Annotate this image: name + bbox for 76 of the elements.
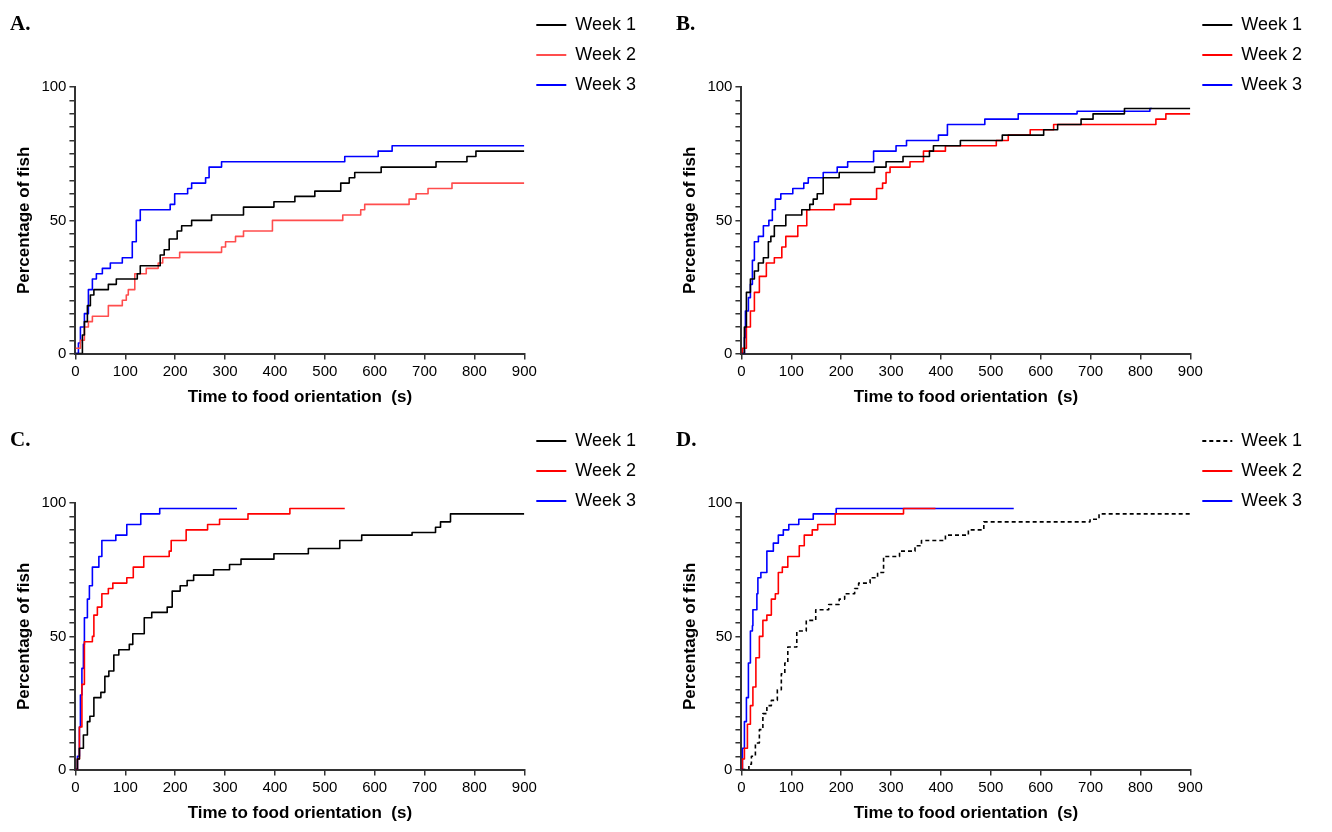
x-tick-label: 200 <box>828 777 854 795</box>
x-tick-label: 700 <box>1078 777 1104 795</box>
legend-label: Week 2 <box>575 43 637 64</box>
y-axis-title: Percentage of fish <box>679 146 699 295</box>
chart-title: D. <box>676 427 697 452</box>
x-tick-label: 300 <box>212 361 238 379</box>
y-axis-title: Percentage of fish <box>13 562 33 711</box>
y-axis-title: Percentage of fish <box>13 146 33 295</box>
x-tick-label: 200 <box>162 777 188 795</box>
x-tick-label: 0 <box>737 361 746 379</box>
y-tick-label: 0 <box>724 759 733 777</box>
y-tick-label: 0 <box>724 343 733 361</box>
x-tick-label: 600 <box>362 361 388 379</box>
y-tick-label: 100 <box>707 493 733 511</box>
legend-label: Week 1 <box>575 13 637 34</box>
x-tick-label: 300 <box>878 777 904 795</box>
y-tick-label: 100 <box>41 77 67 95</box>
x-tick-label: 100 <box>112 777 138 795</box>
legend-label: Week 3 <box>1241 489 1303 510</box>
y-tick-label: 0 <box>58 759 67 777</box>
x-axis-title: Time to food orientation (s) <box>187 387 413 407</box>
x-tick-label: 900 <box>1177 361 1203 379</box>
x-tick-label: 600 <box>362 777 388 795</box>
chart-title: C. <box>10 427 31 452</box>
y-tick-label: 50 <box>49 210 67 228</box>
x-axis-title: Time to food orientation (s) <box>187 803 413 823</box>
legend-label: Week 2 <box>1241 43 1303 64</box>
x-tick-label: 100 <box>778 361 804 379</box>
x-tick-label: 700 <box>412 777 438 795</box>
legend-label: Week 3 <box>575 73 637 94</box>
x-tick-label: 500 <box>312 361 338 379</box>
x-axis-title: Time to food orientation (s) <box>853 803 1079 823</box>
legend-label: Week 1 <box>1241 13 1303 34</box>
x-tick-label: 500 <box>312 777 338 795</box>
y-tick-label: 100 <box>41 493 67 511</box>
x-tick-label: 300 <box>212 777 238 795</box>
legend-label: Week 2 <box>575 459 637 480</box>
y-tick-label: 50 <box>49 626 67 644</box>
chart-title: A. <box>10 11 31 36</box>
y-tick-label: 50 <box>715 626 733 644</box>
x-tick-label: 800 <box>461 361 487 379</box>
x-tick-label: 0 <box>737 777 746 795</box>
chart-title: B. <box>676 11 696 36</box>
legend-label: Week 1 <box>575 429 637 450</box>
y-axis-title: Percentage of fish <box>679 562 699 711</box>
y-tick-label: 50 <box>715 210 733 228</box>
x-tick-label: 700 <box>412 361 438 379</box>
x-tick-label: 300 <box>878 361 904 379</box>
x-tick-label: 400 <box>262 361 288 379</box>
x-tick-label: 400 <box>262 777 288 795</box>
x-tick-label: 900 <box>1177 777 1203 795</box>
x-tick-label: 800 <box>1127 777 1153 795</box>
legend-label: Week 3 <box>575 489 637 510</box>
legend-label: Week 1 <box>1241 429 1303 450</box>
legend-label: Week 3 <box>1241 73 1303 94</box>
x-tick-label: 500 <box>978 361 1004 379</box>
x-tick-label: 0 <box>71 361 80 379</box>
x-tick-label: 600 <box>1028 777 1054 795</box>
y-tick-label: 0 <box>58 343 67 361</box>
x-tick-label: 500 <box>978 777 1004 795</box>
x-tick-label: 100 <box>112 361 138 379</box>
x-tick-label: 400 <box>928 777 954 795</box>
x-tick-label: 800 <box>461 777 487 795</box>
x-tick-label: 600 <box>1028 361 1054 379</box>
x-tick-label: 400 <box>928 361 954 379</box>
legend-label: Week 2 <box>1241 459 1303 480</box>
x-tick-label: 100 <box>778 777 804 795</box>
y-tick-label: 100 <box>707 77 733 95</box>
x-tick-label: 900 <box>511 777 537 795</box>
x-axis-title: Time to food orientation (s) <box>853 387 1079 407</box>
x-tick-label: 700 <box>1078 361 1104 379</box>
x-tick-label: 0 <box>71 777 80 795</box>
x-tick-label: 900 <box>511 361 537 379</box>
x-tick-label: 200 <box>162 361 188 379</box>
x-tick-label: 800 <box>1127 361 1153 379</box>
x-tick-label: 200 <box>828 361 854 379</box>
